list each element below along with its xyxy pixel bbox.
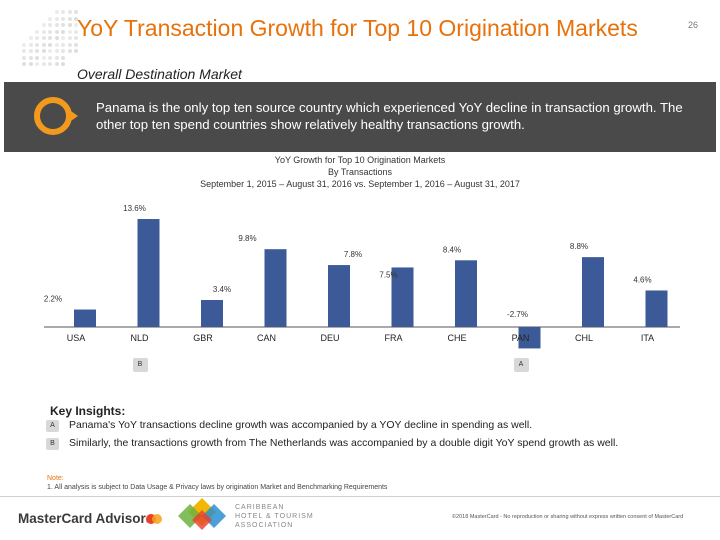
page-title: YoY Transaction Growth for Top 10 Origin… xyxy=(77,15,638,41)
marker-a: A xyxy=(513,358,529,372)
category-label-usa: USA xyxy=(67,333,86,343)
value-label-gbr: 3.4% xyxy=(213,285,231,294)
category-label-can: CAN xyxy=(257,333,276,343)
bar-deu xyxy=(328,265,350,327)
bar-fra xyxy=(391,267,414,327)
category-label-ita: ITA xyxy=(641,333,654,343)
bar-chart: 2.2% USA 13.6% NLD 3.4% GBR 9.8% CAN 7.8% DEU 7.5%… xyxy=(44,204,680,349)
mastercard-advisors-logo: MasterCard Advisors xyxy=(18,511,154,526)
bar-ita xyxy=(645,290,668,327)
chart-header: YoY Growth for Top 10 Origination Market… xyxy=(150,154,570,190)
summary-banner: Panama is the only top ten source countr… xyxy=(4,82,716,152)
insight-text-b: Similarly, the transactions growth from … xyxy=(69,437,619,449)
value-label-che: 8.4% xyxy=(443,245,461,254)
copyright-text: ©2018 MasterCard - No reproduction or sh… xyxy=(452,514,684,520)
bar-usa xyxy=(74,309,96,327)
insight-badge-a: A xyxy=(46,420,59,432)
value-label-nld: 13.6% xyxy=(123,204,146,213)
ctoa-line-1: CARIBBEAN xyxy=(235,504,285,511)
value-label-can: 9.8% xyxy=(238,234,256,243)
insight-text-a: Panama's YoY transactions decline growth… xyxy=(69,419,533,431)
page-number: 26 xyxy=(688,20,699,30)
footer-divider xyxy=(0,496,720,497)
bar-gbr xyxy=(201,300,223,327)
marker-b: B xyxy=(132,358,148,372)
bar-can xyxy=(264,249,287,327)
chart-subtitle: By Transactions xyxy=(327,167,393,177)
value-label-fra: 7.5% xyxy=(379,270,397,279)
bar-che xyxy=(455,260,477,327)
note-label: Note: xyxy=(47,475,64,482)
value-label-deu: 7.8% xyxy=(344,250,362,259)
value-label-chl: 8.8% xyxy=(570,242,588,251)
chart-title: YoY Growth for Top 10 Origination Market… xyxy=(274,155,446,165)
insight-badge-b: B xyxy=(46,438,59,450)
chart-date-range: September 1, 2015 – August 31, 2016 vs. … xyxy=(200,179,520,189)
category-label-fra: FRA xyxy=(385,333,403,343)
note-text: 1. All analysis is subject to Data Usage… xyxy=(47,484,388,491)
category-label-pan: PAN xyxy=(512,333,530,343)
bar-nld xyxy=(137,219,160,327)
category-label-gbr: GBR xyxy=(193,333,213,343)
mastercard-circles-icon xyxy=(146,514,166,524)
callout-pointer-icon xyxy=(68,109,78,123)
category-label-chl: CHL xyxy=(575,333,593,343)
value-label-ita: 4.6% xyxy=(633,275,651,284)
ctoa-line-2: HOTEL & TOURISM xyxy=(235,513,314,520)
ctoa-line-3: ASSOCIATION xyxy=(235,522,294,529)
category-label-nld: NLD xyxy=(130,333,149,343)
ctoa-text: CARIBBEAN HOTEL & TOURISM ASSOCIATION xyxy=(235,503,314,530)
bar-pan xyxy=(518,327,541,349)
category-label-deu: DEU xyxy=(320,333,339,343)
banner-text: Panama is the only top ten source countr… xyxy=(96,100,683,132)
page-subtitle: Overall Destination Market xyxy=(77,66,242,82)
insights-heading: Key Insights: xyxy=(50,404,126,418)
ctoa-logo-icon xyxy=(178,498,226,530)
value-label-pan: -2.7% xyxy=(507,310,528,319)
category-label-che: CHE xyxy=(447,333,466,343)
bar-chl xyxy=(582,257,604,327)
value-label-usa: 2.2% xyxy=(44,295,62,304)
decorative-dot-grid xyxy=(22,10,82,68)
